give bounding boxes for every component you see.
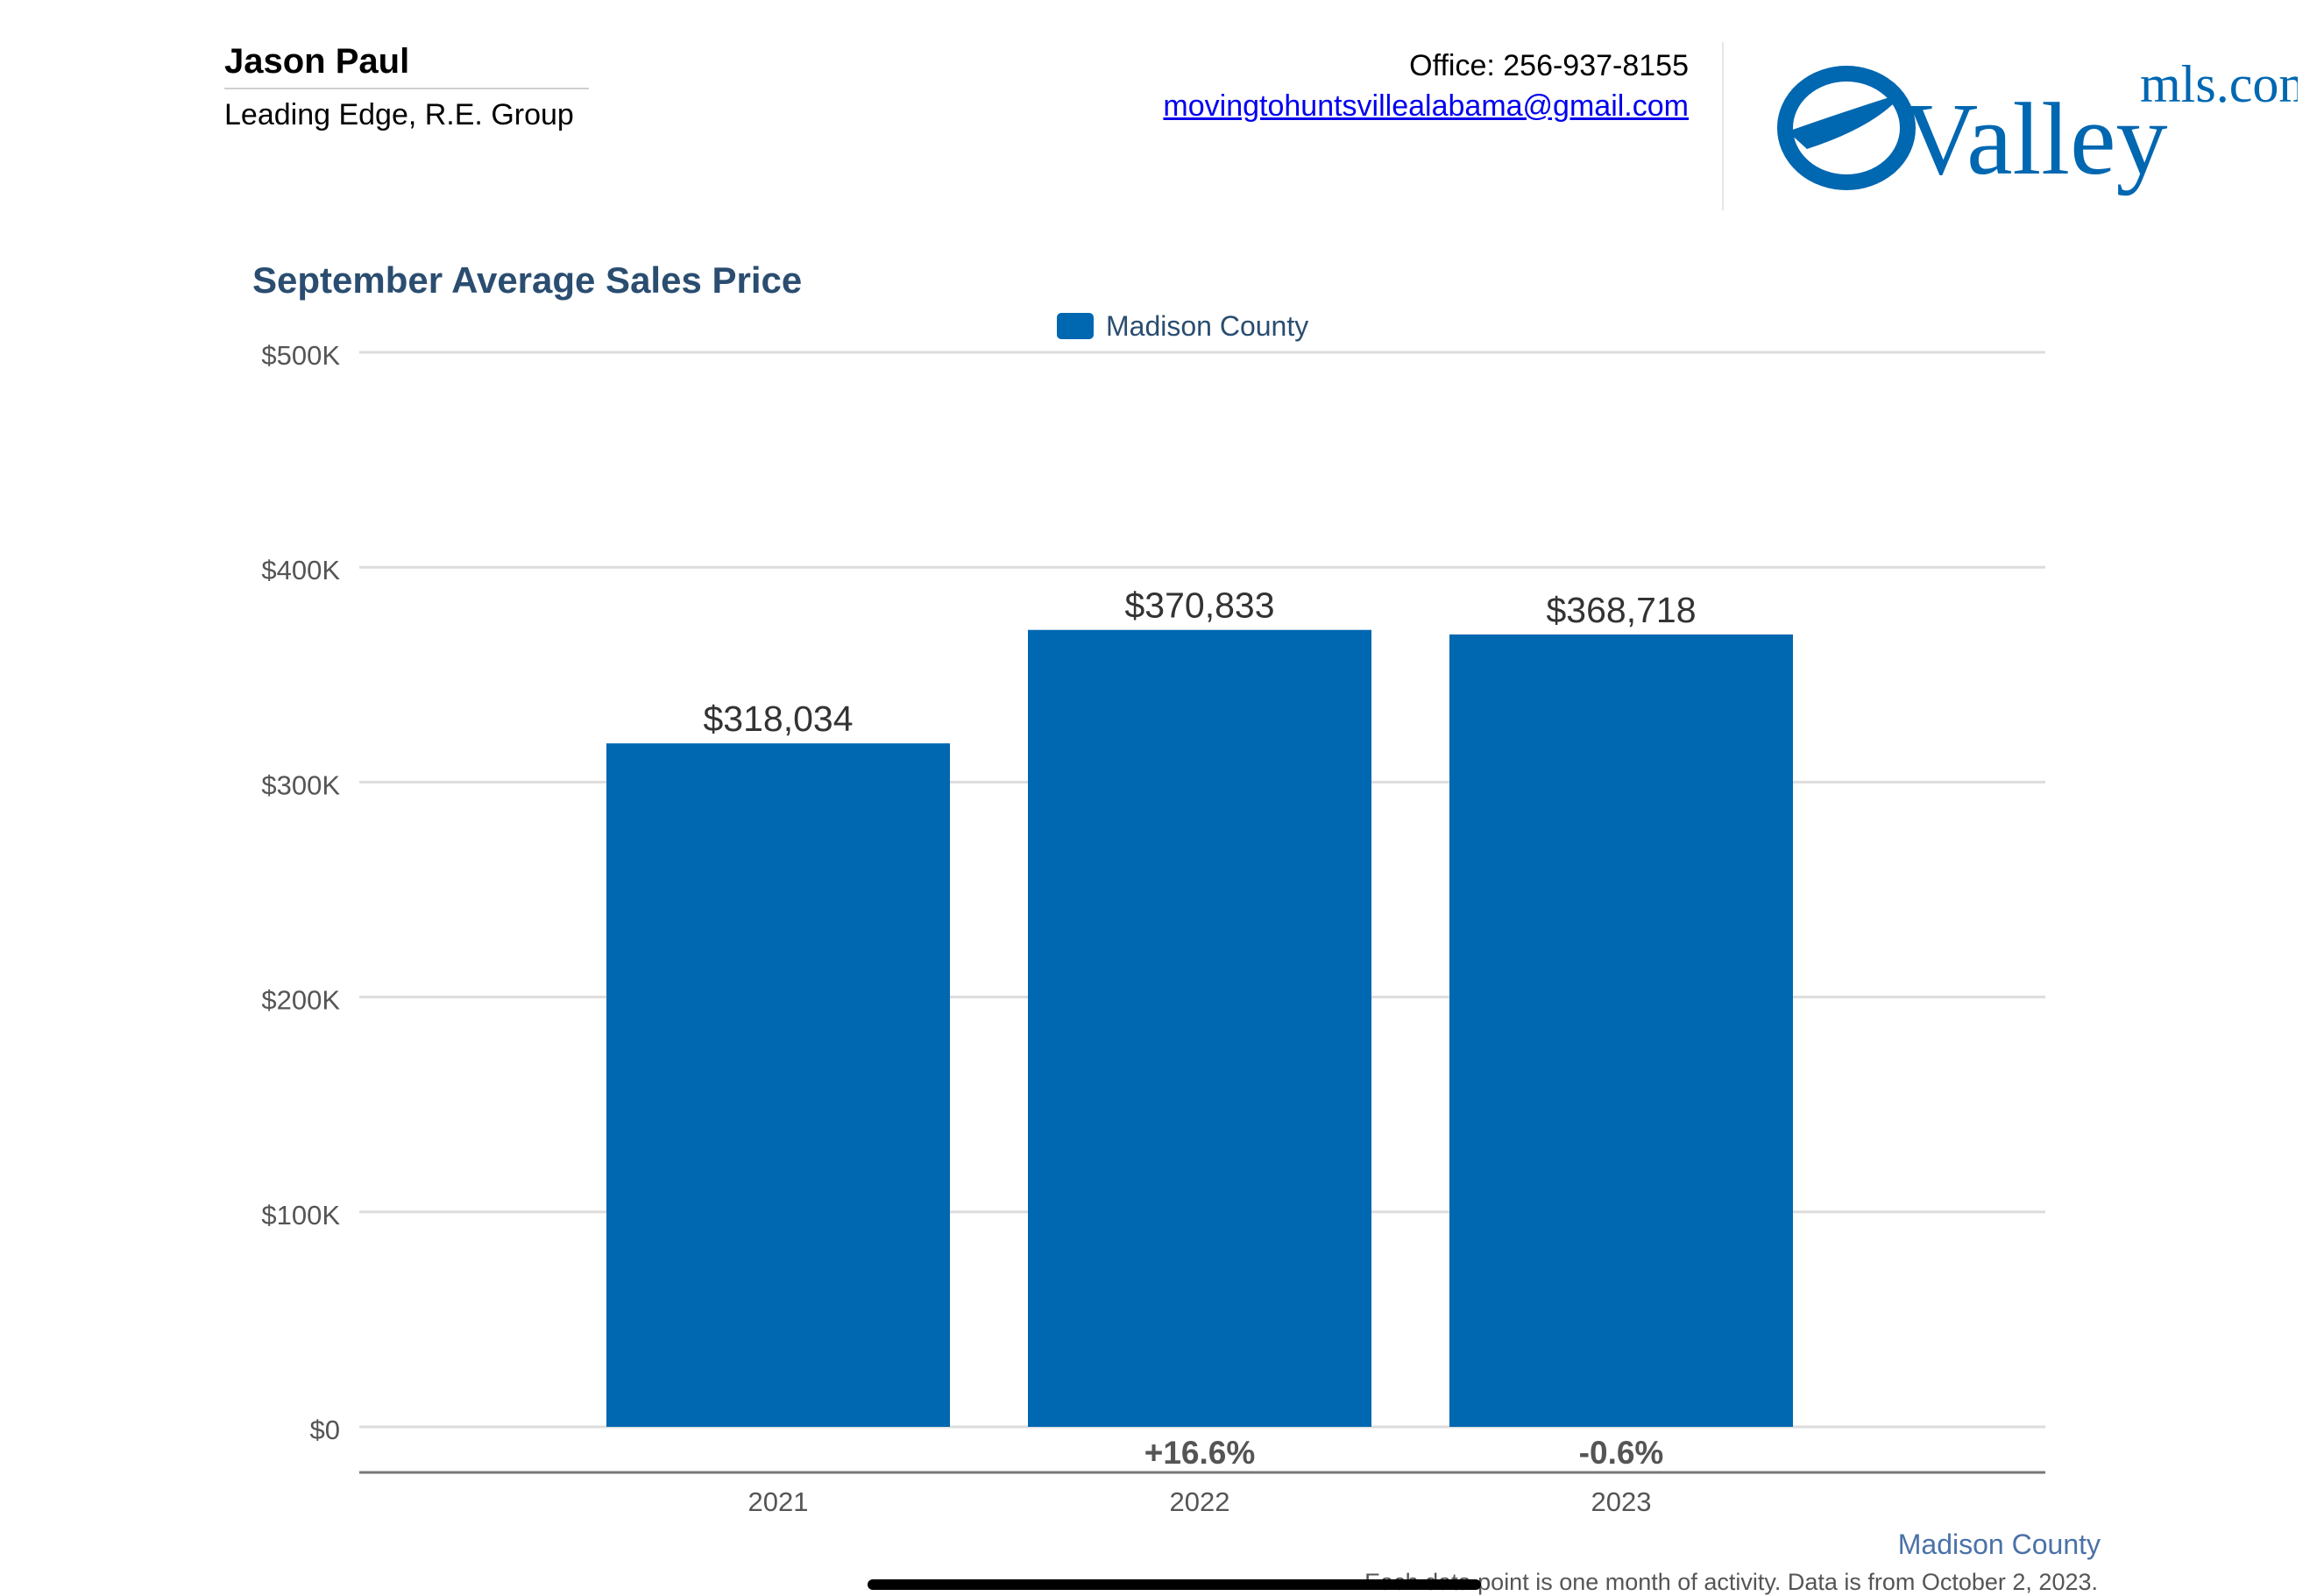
- agent-name: Jason Paul: [224, 42, 410, 81]
- logo-swoosh-ring: [1777, 66, 1916, 190]
- legend-label: Madison County: [1106, 309, 1309, 342]
- office-phone: Office: 256-937-8155: [1409, 49, 1689, 82]
- footer-county: Madison County: [1897, 1529, 2101, 1560]
- y-tick-label: $100K: [261, 1200, 340, 1231]
- y-tick-label: $400K: [261, 555, 340, 585]
- bar: [1449, 634, 1793, 1427]
- logo-word: Valley: [1903, 82, 2167, 196]
- y-tick-label: $0: [310, 1415, 340, 1445]
- footer-note: Each data point is one month of activity…: [1364, 1569, 2098, 1595]
- x-tick-label: 2023: [1591, 1486, 1652, 1517]
- legend-swatch: [1057, 313, 1094, 339]
- bar: [606, 743, 950, 1427]
- chart-title: September Average Sales Price: [252, 259, 803, 301]
- valleymls-logo[interactable]: Valley mls.com: [1772, 51, 2298, 200]
- x-tick-label: 2022: [1170, 1486, 1230, 1517]
- change-label: -0.6%: [1579, 1435, 1664, 1471]
- chart-legend[interactable]: Madison County: [1057, 309, 1308, 344]
- y-tick-label: $500K: [261, 340, 340, 371]
- logo-domain: mls.com: [2140, 55, 2298, 113]
- y-tick-label: $300K: [261, 770, 340, 800]
- x-tick-label: 2021: [748, 1486, 809, 1517]
- logo-swoosh-wave: [1788, 93, 1903, 149]
- data-label: $318,034: [703, 699, 853, 739]
- header-divider: [1722, 42, 1724, 210]
- data-label: $368,718: [1546, 590, 1696, 630]
- bar: [1028, 629, 1371, 1427]
- scroll-indicator[interactable]: [868, 1579, 1481, 1590]
- agent-divider: [224, 88, 589, 89]
- email-link[interactable]: movingtohuntsvillealabama@gmail.com: [1163, 89, 1689, 123]
- y-tick-label: $200K: [261, 985, 340, 1016]
- agent-company: Leading Edge, R.E. Group: [224, 98, 574, 131]
- data-label: $370,833: [1124, 585, 1274, 626]
- change-label: +16.6%: [1144, 1435, 1256, 1471]
